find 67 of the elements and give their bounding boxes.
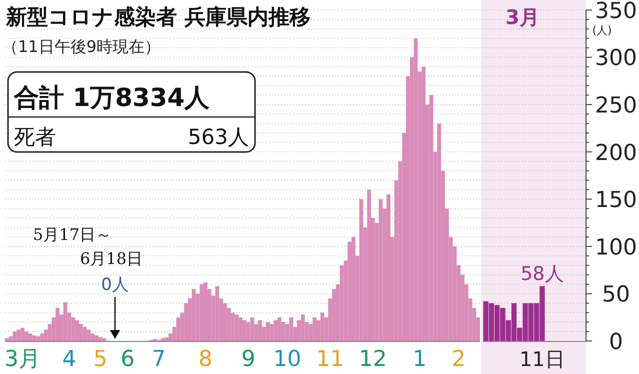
y-tick-label: 50	[602, 282, 630, 308]
bar	[359, 199, 364, 341]
annotation: 0人	[101, 275, 129, 295]
bar	[16, 330, 21, 341]
bar	[300, 314, 305, 341]
bar	[82, 326, 87, 341]
bar	[28, 333, 32, 341]
bar	[90, 333, 95, 341]
bar	[200, 284, 204, 341]
bar	[429, 95, 434, 341]
bar	[12, 332, 17, 341]
bar	[36, 336, 40, 341]
x-tick-label: 11日	[519, 347, 565, 371]
y-tick-label: 300	[595, 46, 637, 72]
annotation: 6月18日	[80, 249, 143, 268]
bar	[378, 199, 383, 341]
x-tick-label: 5	[93, 347, 108, 372]
bar	[270, 324, 274, 341]
bar	[102, 338, 106, 341]
bar	[215, 286, 220, 341]
bar	[86, 330, 91, 341]
bar	[289, 317, 294, 341]
bar	[437, 123, 442, 341]
bar	[164, 337, 169, 341]
bar	[160, 338, 165, 341]
bar	[414, 38, 418, 341]
bar	[386, 194, 390, 341]
bar	[5, 338, 9, 341]
x-tick-label: 10	[273, 347, 302, 372]
bar	[40, 333, 44, 341]
x-tick-label: 1	[412, 347, 427, 372]
data-label: 58人	[520, 263, 564, 286]
bar	[266, 322, 270, 341]
bar	[63, 302, 68, 341]
y-tick-label: 100	[595, 235, 637, 260]
bar	[56, 308, 60, 341]
chart-title: 新型コロナ感染者 兵庫県内推移	[5, 5, 310, 29]
text: （11日午後9時現在）	[2, 37, 161, 56]
y-tick-label: 0	[609, 330, 623, 355]
bar	[320, 312, 324, 341]
bar	[312, 317, 316, 341]
bar	[192, 288, 196, 341]
bar	[274, 320, 278, 341]
bar	[78, 324, 83, 341]
y-tick-label: 350	[595, 0, 637, 24]
bar	[98, 337, 102, 341]
y-axis-title: (人)	[592, 24, 612, 37]
x-tick-label: 6	[120, 347, 135, 372]
bar	[24, 332, 28, 341]
x-tick-label: 9	[241, 347, 256, 372]
x-tick-label: 3月	[4, 347, 41, 372]
bar	[258, 320, 262, 341]
y-tick-label: 200	[595, 140, 637, 166]
text: 死者 563人	[14, 125, 249, 149]
annotation: 5月17日～	[33, 225, 112, 244]
x-tick-label: 7	[152, 347, 166, 372]
x-tick-label: 2	[452, 347, 466, 372]
bar	[94, 335, 98, 341]
y-tick-label: 150	[595, 188, 637, 214]
chart-title: 3月	[506, 5, 540, 29]
x-tick-label: 4	[62, 347, 76, 372]
x-tick-label: 12	[358, 347, 387, 372]
x-tick-label: 8	[198, 347, 213, 372]
y-tick-label: 250	[595, 93, 637, 118]
annotation: 合計 1万8334人	[13, 83, 211, 112]
x-tick-label: 11	[316, 347, 344, 372]
bar	[234, 314, 239, 341]
